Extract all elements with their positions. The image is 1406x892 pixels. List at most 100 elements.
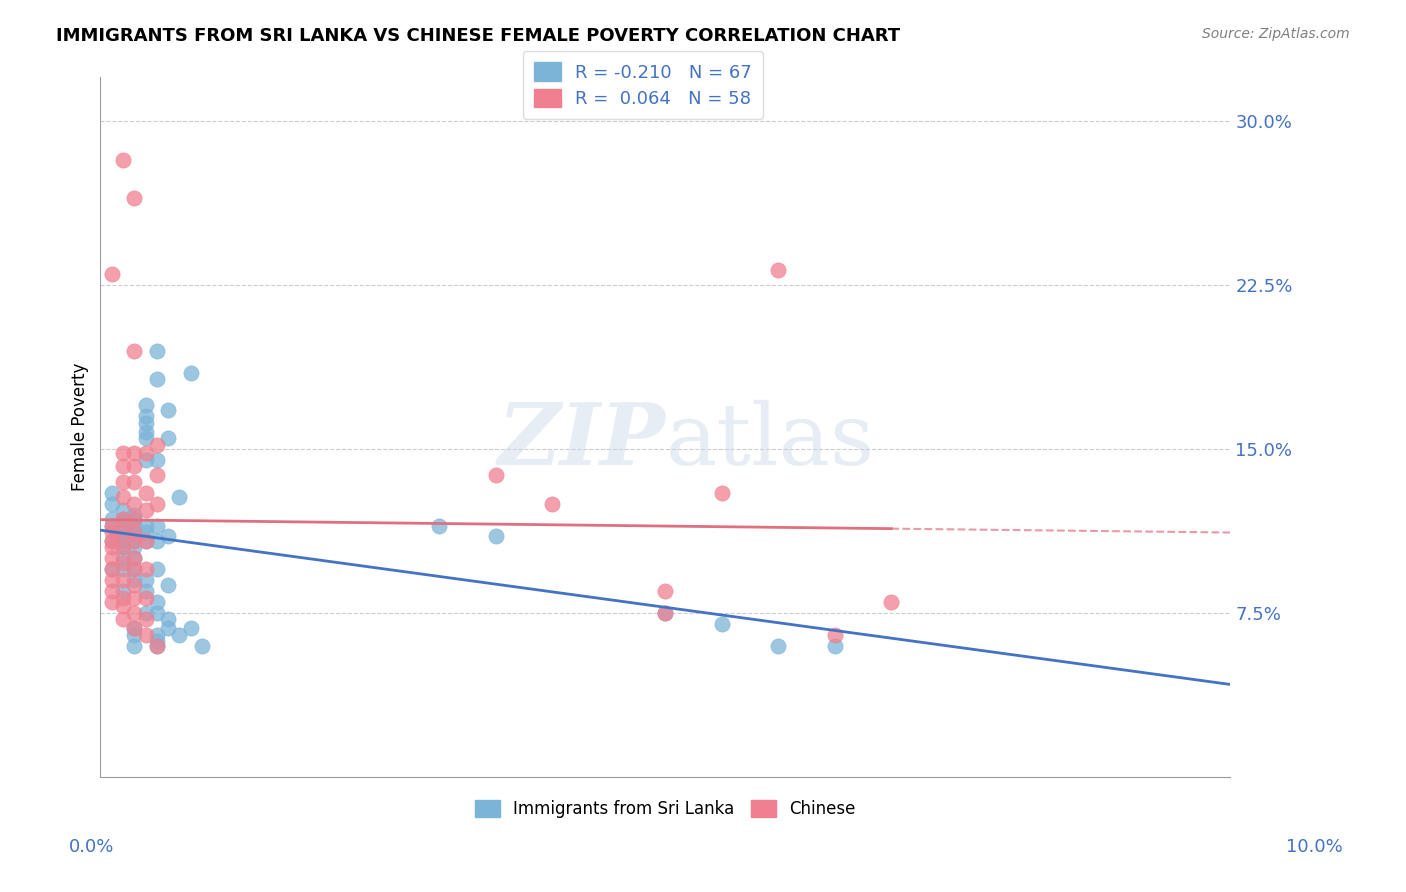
Point — [146, 468, 169, 483]
Point — [180, 366, 202, 380]
Point — [146, 453, 169, 467]
Text: Source: ZipAtlas.com: Source: ZipAtlas.com — [1202, 27, 1350, 41]
Point — [111, 573, 134, 587]
Point — [146, 562, 169, 576]
Point — [135, 533, 157, 548]
Point — [135, 398, 157, 412]
Point — [111, 446, 134, 460]
Point — [146, 533, 169, 548]
Text: 0.0%: 0.0% — [69, 838, 114, 855]
Point — [146, 634, 169, 648]
Point — [122, 459, 145, 474]
Point — [146, 518, 169, 533]
Point — [100, 518, 122, 533]
Point — [122, 508, 145, 522]
Point — [135, 606, 157, 620]
Point — [135, 573, 157, 587]
Point — [880, 595, 903, 609]
Point — [157, 577, 180, 591]
Point — [111, 512, 134, 526]
Point — [541, 497, 564, 511]
Point — [111, 524, 134, 539]
Point — [122, 639, 145, 653]
Y-axis label: Female Poverty: Female Poverty — [72, 363, 89, 491]
Point — [135, 485, 157, 500]
Point — [122, 191, 145, 205]
Point — [122, 551, 145, 566]
Point — [135, 533, 157, 548]
Text: IMMIGRANTS FROM SRI LANKA VS CHINESE FEMALE POVERTY CORRELATION CHART: IMMIGRANTS FROM SRI LANKA VS CHINESE FEM… — [56, 27, 900, 45]
Point — [485, 468, 508, 483]
Point — [122, 562, 145, 576]
Point — [122, 541, 145, 555]
Text: 10.0%: 10.0% — [1286, 838, 1343, 855]
Point — [122, 621, 145, 635]
Text: ZIP: ZIP — [498, 400, 665, 483]
Point — [824, 639, 846, 653]
Point — [146, 606, 169, 620]
Point — [135, 425, 157, 439]
Point — [654, 584, 676, 599]
Point — [146, 639, 169, 653]
Point — [111, 584, 134, 599]
Point — [122, 628, 145, 642]
Point — [100, 573, 122, 587]
Point — [135, 562, 157, 576]
Point — [122, 497, 145, 511]
Point — [111, 613, 134, 627]
Point — [100, 584, 122, 599]
Point — [111, 551, 134, 566]
Point — [111, 459, 134, 474]
Legend: Immigrants from Sri Lanka, Chinese: Immigrants from Sri Lanka, Chinese — [468, 793, 862, 824]
Point — [111, 556, 134, 570]
Point — [824, 628, 846, 642]
Point — [111, 518, 134, 533]
Point — [135, 628, 157, 642]
Point — [100, 497, 122, 511]
Point — [111, 524, 134, 539]
Point — [100, 562, 122, 576]
Point — [111, 541, 134, 555]
Point — [111, 153, 134, 168]
Point — [135, 446, 157, 460]
Point — [146, 497, 169, 511]
Point — [100, 524, 122, 539]
Point — [100, 551, 122, 566]
Point — [135, 518, 157, 533]
Point — [157, 529, 180, 543]
Point — [654, 606, 676, 620]
Point — [111, 599, 134, 614]
Point — [146, 628, 169, 642]
Point — [122, 533, 145, 548]
Text: atlas: atlas — [665, 400, 875, 483]
Point — [100, 267, 122, 281]
Point — [122, 591, 145, 605]
Point — [710, 485, 733, 500]
Point — [135, 591, 157, 605]
Point — [157, 621, 180, 635]
Point — [100, 518, 122, 533]
Point — [111, 475, 134, 489]
Point — [157, 431, 180, 445]
Point — [169, 628, 191, 642]
Point — [100, 533, 122, 548]
Point — [122, 518, 145, 533]
Point — [122, 524, 145, 539]
Point — [122, 573, 145, 587]
Point — [100, 562, 122, 576]
Point — [122, 343, 145, 358]
Point — [485, 529, 508, 543]
Point — [111, 541, 134, 555]
Point — [100, 512, 122, 526]
Point — [135, 613, 157, 627]
Point — [135, 503, 157, 517]
Point — [122, 512, 145, 526]
Point — [135, 431, 157, 445]
Point — [111, 490, 134, 504]
Point — [122, 512, 145, 526]
Point — [100, 595, 122, 609]
Point — [122, 562, 145, 576]
Point — [169, 490, 191, 504]
Point — [710, 616, 733, 631]
Point — [111, 591, 134, 605]
